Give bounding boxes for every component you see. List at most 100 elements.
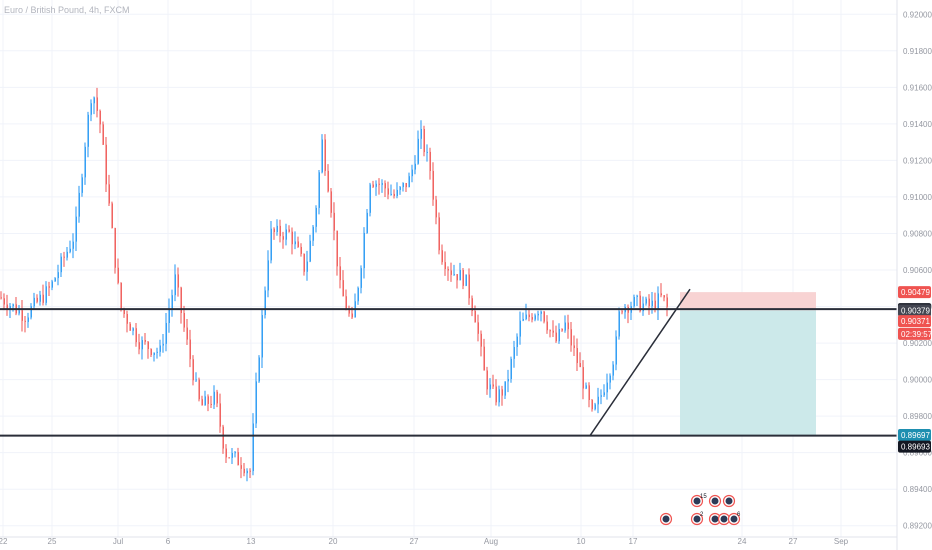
candle-down [240,465,242,469]
y-tick-label: 0.91400 [903,120,932,129]
candle-up [609,375,611,383]
stop-loss-zone[interactable] [680,292,816,311]
y-tick-label: 0.91600 [903,83,932,92]
price-label-text: 0.89693 [901,443,930,452]
candle-up [399,187,401,190]
candle-down [291,231,293,245]
candle-down [582,367,584,389]
candle-down [588,385,590,401]
candle-up [426,151,428,153]
x-tick-label: Jul [113,537,123,546]
candle-up [156,351,158,353]
candle-down [279,225,281,237]
candle-up [489,384,491,390]
candle-down [423,128,425,153]
candle-down [474,310,476,323]
candle-down [591,400,593,410]
candle-up [606,382,608,393]
candle-down [237,452,239,466]
x-tick-label: 24 [738,537,747,546]
candle-up [75,216,77,242]
candle-down [345,296,347,310]
candle-up [195,379,197,381]
price-label-text: 02:39:57 [901,330,932,339]
price-label-text: 0.90479 [901,288,930,297]
event-flag-icon [662,515,670,523]
price-axis[interactable]: 0.92000 0.91800 0.91600 0.91400 0.91200 0.910… [896,0,932,550]
candle-up [594,404,596,410]
price-label-badge [898,286,931,299]
y-tick-label: 0.90200 [903,339,932,348]
candle-down [324,139,326,171]
candle-up [357,287,359,302]
candle-down [99,110,101,125]
candle-up [270,228,272,261]
candle-down [483,346,485,371]
candle-up [174,274,176,296]
candle-down [492,384,494,387]
candle-down [333,212,335,231]
candle-down [663,295,665,298]
candle-down [249,470,251,472]
candle-down [219,403,221,427]
candle-up [597,396,599,405]
candle-down [186,327,188,340]
candle-down [393,193,395,197]
candle-down [342,280,344,297]
candle-down [621,311,623,313]
candle-up [84,146,86,178]
events-layer[interactable]: 152 6 [659,494,742,526]
candle-down [552,330,554,333]
candle-up [246,470,248,474]
candle-down [36,297,38,302]
candle-down [387,188,389,195]
candle-down [486,370,488,390]
x-tick-label: 6 [166,537,171,546]
candle-up [312,226,314,241]
candle-down [450,270,452,275]
candle-down [177,274,179,288]
horizontal-levels [0,308,897,437]
y-tick-label: 0.89600 [903,449,932,458]
candle-up [87,114,89,147]
candle-up [204,396,206,406]
take-profit-zone[interactable] [680,310,816,435]
candle-down [567,322,569,330]
candle-up [636,295,638,297]
candle-up [459,270,461,281]
candle-down [201,399,203,406]
candle-down [183,312,185,328]
candle-up [411,169,413,177]
candle-up [540,311,542,314]
candle-down [477,322,479,334]
candle-down [6,304,8,310]
candle-up [168,309,170,323]
x-tick-label: 25 [48,537,57,546]
trendline[interactable] [589,288,691,437]
candle-down [432,170,434,200]
candle-up [390,193,392,195]
candle-down [654,300,656,310]
candle-down [441,250,443,263]
candle-down [216,391,218,404]
candle-up [417,138,419,164]
candle-down [138,342,140,350]
candle-up [255,381,257,424]
candle-down [531,317,533,320]
candle-down [528,314,530,318]
candle-down [129,323,131,331]
candle-up [153,352,155,355]
candle-down [198,379,200,400]
candle-up [363,232,365,269]
candle-up [90,103,92,115]
candle-up [33,297,35,307]
candle-down [225,448,227,458]
candle-down [471,298,473,311]
candle-down [339,266,341,281]
candle-down [105,144,107,185]
candle-up [603,392,605,396]
candle-up [318,172,320,208]
candles-layer [0,87,668,482]
time-axis[interactable]: 22 25 Jul 6 13 20 27 Aug 10 17 24 27 Sep [0,536,897,546]
